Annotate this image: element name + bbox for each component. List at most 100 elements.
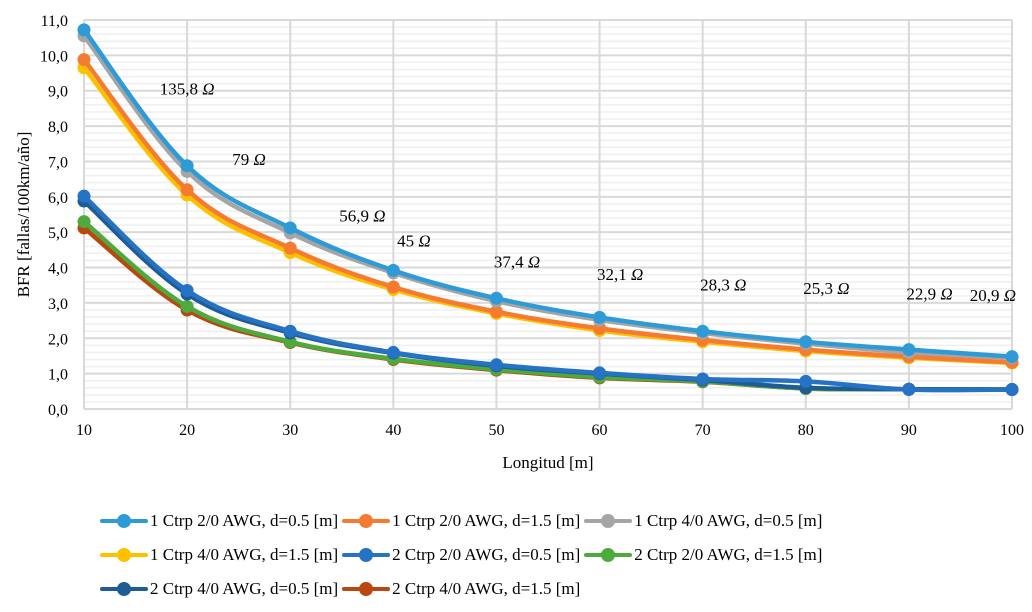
legend-label: 1 Ctrp 4/0 AWG, d=0.5 [m]: [634, 511, 823, 530]
data-point: [77, 53, 91, 67]
resistance-label: 56,9 Ω: [339, 207, 385, 226]
resistance-label: 45 Ω: [397, 231, 431, 250]
data-point: [799, 335, 813, 349]
series-line: [81, 57, 1015, 365]
data-point: [489, 305, 503, 319]
y-tick-label: 7,0: [48, 154, 68, 171]
legend-label: 2 Ctrp 2/0 AWG, d=1.5 [m]: [634, 545, 823, 564]
data-point: [489, 291, 503, 305]
data-point: [180, 183, 194, 197]
data-point: [799, 374, 813, 388]
data-point: [386, 345, 400, 359]
data-point: [489, 358, 503, 372]
line-chart: 0,0 1,0 2,0 3,0 4,0 5,0 6,0 7,0 8,0 9,0 10,0 11,0 1…: [14, 13, 1024, 472]
x-tick-label: 60: [592, 422, 608, 439]
resistance-annotations: 135,8 Ω 79 Ω 56,9 Ω 45 Ω 37,4 Ω 32,1 Ω 28,3 Ω 2…: [160, 79, 1016, 305]
resistance-label: 25,3 Ω: [803, 279, 849, 298]
legend-item: 2 Ctrp 4/0 AWG, d=0.5 [m]: [100, 579, 338, 599]
data-point: [593, 366, 607, 380]
x-tick-label: 70: [695, 422, 711, 439]
legend-row: 1 Ctrp 2/0 AWG, d=0.5 [m] 1 Ctrp 2/0 AWG,…: [100, 504, 980, 538]
series-1: [77, 23, 1019, 364]
data-point: [386, 280, 400, 294]
x-tick-label: 90: [901, 422, 917, 439]
legend-swatch: [100, 582, 148, 596]
resistance-label: 135,8 Ω: [160, 79, 215, 98]
legend-label: 2 Ctrp 4/0 AWG, d=1.5 [m]: [392, 579, 581, 598]
x-tick-label: 80: [798, 422, 814, 439]
x-tick-label: 100: [1000, 422, 1024, 439]
data-point: [902, 343, 916, 357]
resistance-label: 37,4 Ω: [494, 253, 540, 272]
data-point: [180, 284, 194, 298]
data-point: [593, 310, 607, 324]
legend-label: 2 Ctrp 4/0 AWG, d=0.5 [m]: [150, 579, 339, 598]
legend-swatch: [342, 514, 391, 528]
series-line: [81, 33, 1015, 360]
legend-label: 1 Ctrp 2/0 AWG, d=1.5 [m]: [392, 511, 581, 530]
legend-row: 2 Ctrp 4/0 AWG, d=0.5 [m] 2 Ctrp 4/0 AWG,…: [100, 572, 980, 606]
y-tick-label: 2,0: [48, 331, 68, 348]
data-point: [180, 159, 194, 173]
data-point: [1005, 350, 1019, 364]
x-tick-label: 40: [385, 422, 401, 439]
y-axis-ticks: 0,0 1,0 2,0 3,0 4,0 5,0 6,0 7,0 8,0 9,0 10,0 11,0: [40, 13, 68, 419]
legend-row: 1 Ctrp 4/0 AWG, d=1.5 [m] 2 Ctrp 2/0 AWG,…: [100, 538, 980, 572]
y-tick-label: 6,0: [48, 190, 68, 207]
data-point: [77, 23, 91, 37]
x-axis-ticks: 10 20 30 40 50 60 70 80 90 100: [76, 422, 1024, 439]
data-point: [696, 372, 710, 386]
legend-item: 1 Ctrp 2/0 AWG, d=0.5 [m]: [100, 511, 338, 531]
x-tick-label: 30: [282, 422, 298, 439]
series-lines: [77, 23, 1019, 397]
legend-item: 1 Ctrp 4/0 AWG, d=0.5 [m]: [584, 511, 822, 531]
legend-swatch: [584, 548, 633, 562]
legend-label: 1 Ctrp 2/0 AWG, d=0.5 [m]: [150, 511, 339, 530]
y-tick-label: 4,0: [48, 261, 68, 278]
series-line: [81, 193, 1015, 393]
series-line: [81, 27, 1015, 359]
x-tick-label: 10: [76, 422, 92, 439]
y-tick-label: 8,0: [48, 119, 68, 136]
legend-label: 1 Ctrp 4/0 AWG, d=1.5 [m]: [150, 545, 339, 564]
resistance-label: 20,9 Ω: [970, 286, 1016, 305]
data-point: [696, 324, 710, 338]
y-axis-title: BFR [fallas/100km/año]: [14, 132, 33, 298]
y-tick-label: 10,0: [40, 48, 68, 65]
data-point: [283, 324, 297, 338]
legend-swatch: [100, 548, 148, 562]
data-point: [77, 215, 91, 229]
y-tick-label: 11,0: [41, 13, 68, 30]
legend-swatch: [342, 582, 391, 596]
x-tick-label: 50: [488, 422, 504, 439]
data-point: [283, 241, 297, 255]
series-5: [77, 189, 1019, 397]
y-tick-label: 0,0: [48, 402, 68, 419]
resistance-label: 32,1 Ω: [597, 265, 643, 284]
legend-item: 2 Ctrp 4/0 AWG, d=1.5 [m]: [342, 579, 580, 599]
x-tick-label: 20: [179, 422, 195, 439]
resistance-label: 79 Ω: [232, 150, 266, 169]
data-point: [283, 221, 297, 235]
y-tick-label: 5,0: [48, 225, 68, 242]
y-tick-label: 3,0: [48, 296, 68, 313]
data-point: [180, 299, 194, 313]
x-axis-title: Longitud [m]: [502, 453, 593, 472]
resistance-label: 22,9 Ω: [906, 284, 952, 303]
legend-item: 1 Ctrp 2/0 AWG, d=1.5 [m]: [342, 511, 580, 531]
legend-swatch: [100, 514, 148, 528]
data-point: [902, 383, 916, 397]
resistance-label: 28,3 Ω: [700, 276, 746, 295]
data-point: [77, 189, 91, 203]
legend-item: 1 Ctrp 4/0 AWG, d=1.5 [m]: [100, 545, 338, 565]
legend-item: 2 Ctrp 2/0 AWG, d=0.5 [m]: [342, 545, 580, 565]
data-point: [1005, 383, 1019, 397]
y-tick-label: 9,0: [48, 84, 68, 101]
data-point: [386, 263, 400, 277]
legend-item: 2 Ctrp 2/0 AWG, d=1.5 [m]: [584, 545, 822, 565]
legend-label: 2 Ctrp 2/0 AWG, d=0.5 [m]: [392, 545, 581, 564]
y-tick-label: 1,0: [48, 367, 68, 384]
legend-swatch: [584, 514, 633, 528]
legend-swatch: [342, 548, 391, 562]
legend: 1 Ctrp 2/0 AWG, d=0.5 [m] 1 Ctrp 2/0 AWG,…: [100, 504, 980, 606]
